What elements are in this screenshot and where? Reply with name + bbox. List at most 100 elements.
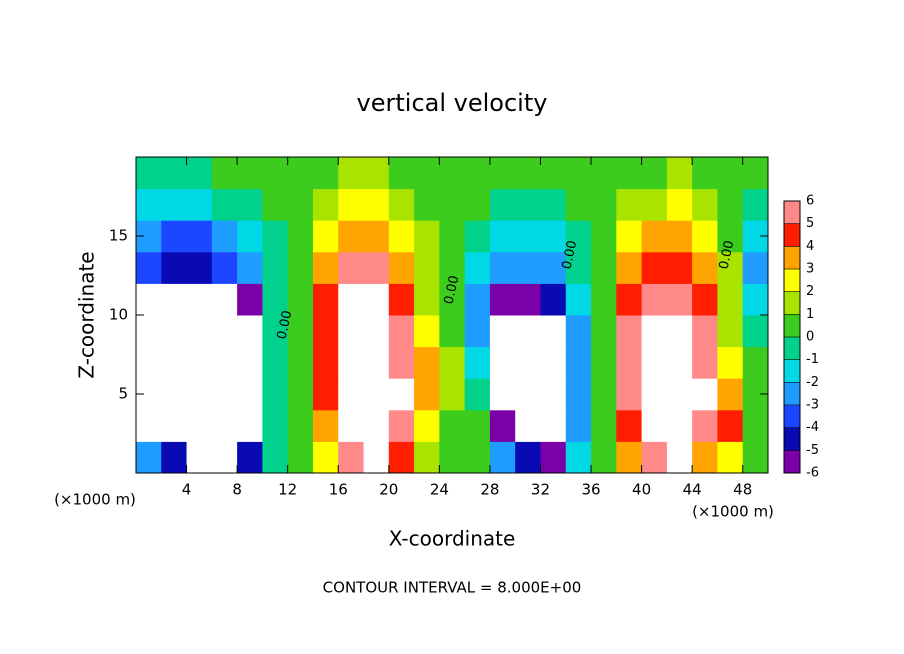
heatmap-cell: [515, 378, 541, 411]
heatmap-cell: [414, 441, 440, 474]
heatmap-cell: [439, 220, 466, 253]
heatmap-cell: [161, 441, 188, 474]
heatmap-cell: [540, 220, 567, 253]
colorbar-swatch: [784, 405, 800, 428]
heatmap-cell: [692, 346, 718, 379]
heatmap-cell: [666, 188, 693, 221]
heatmap-cell: [136, 157, 162, 190]
heatmap-cell: [161, 346, 188, 379]
heatmap-cell: [363, 378, 390, 411]
heatmap-cell: [262, 409, 289, 442]
contour-label: 0.00: [717, 239, 738, 270]
heatmap-cell: [515, 346, 541, 379]
heatmap-cell: [641, 315, 668, 348]
heatmap-cell: [692, 441, 718, 474]
heatmap-cell: [641, 220, 668, 253]
heatmap-cell: [312, 157, 339, 190]
colorbar-tick-label: 5: [806, 216, 814, 231]
heatmap-cell: [717, 346, 744, 379]
heatmap-cell: [211, 251, 238, 284]
heatmap-cell: [692, 409, 718, 442]
heatmap-cell: [717, 157, 744, 190]
colorbar-tick-label: 4: [806, 239, 814, 254]
heatmap-cell: [692, 283, 718, 316]
x-tick-label: 24: [430, 481, 449, 499]
heatmap-cell: [363, 409, 390, 442]
heatmap-cell: [591, 188, 617, 221]
heatmap-cell: [262, 283, 289, 316]
heatmap-cell: [338, 409, 365, 442]
heatmap-cell: [565, 220, 592, 253]
heatmap-cell: [161, 251, 188, 284]
heatmap-cell: [363, 220, 390, 253]
heatmap-cell: [186, 251, 213, 284]
heatmap-cell: [515, 283, 541, 316]
heatmap-cell: [641, 251, 668, 284]
colorbar-swatch: [784, 269, 800, 292]
heatmap-cell: [591, 378, 617, 411]
heatmap-cell: [616, 157, 643, 190]
heatmap-cell: [515, 315, 541, 348]
heatmap-cell: [591, 441, 617, 474]
heatmap-cell: [287, 346, 314, 379]
heatmap-cell: [237, 251, 263, 284]
contour-label: 0.00: [560, 239, 581, 270]
heatmap-cell: [186, 220, 213, 253]
heatmap-cell: [414, 409, 440, 442]
heatmap-cell: [338, 378, 365, 411]
heatmap-cell: [186, 346, 213, 379]
heatmap-cell: [338, 220, 365, 253]
heatmap-cell: [363, 283, 390, 316]
heatmap-cell: [414, 251, 440, 284]
heatmap-cell: [692, 251, 718, 284]
contour-label: 0.00: [275, 309, 296, 340]
heatmap-cell: [312, 251, 339, 284]
heatmap-cell: [666, 283, 693, 316]
x-unit-label: (×1000 m): [54, 491, 136, 509]
heatmap-cell: [262, 378, 289, 411]
x-tick-label: 4: [182, 481, 192, 499]
heatmap-cell: [616, 378, 643, 411]
heatmap-cell: [161, 409, 188, 442]
heatmap-cell: [211, 441, 238, 474]
heatmap-cell: [136, 315, 162, 348]
heatmap-cell: [717, 188, 744, 221]
heatmap-cell: [338, 188, 365, 221]
heatmap-cell: [742, 251, 769, 284]
heatmap-cell: [616, 220, 643, 253]
colorbar-tick-label: -6: [806, 466, 819, 481]
heatmap-cell: [641, 378, 668, 411]
heatmap-cell: [338, 441, 365, 474]
heatmap-cell: [388, 378, 415, 411]
colorbar-tick-label: 0: [806, 330, 814, 345]
heatmap-cell: [211, 188, 238, 221]
colorbar-tick-label: -4: [806, 420, 819, 435]
heatmap-cell: [312, 378, 339, 411]
colorbar-tick-label: -2: [806, 375, 819, 390]
heatmap-cell: [515, 157, 541, 190]
heatmap-cell: [692, 378, 718, 411]
heatmap-cell: [338, 315, 365, 348]
heatmap-cell: [641, 409, 668, 442]
heatmap-cell: [262, 346, 289, 379]
heatmap-cell: [363, 157, 390, 190]
heatmap-cell: [414, 283, 440, 316]
heatmap-cell: [388, 346, 415, 379]
heatmap-cell: [388, 283, 415, 316]
heatmap-cell: [211, 378, 238, 411]
heatmap-cell: [515, 220, 541, 253]
heatmap-cell: [464, 220, 491, 253]
heatmap-cell: [464, 315, 491, 348]
heatmap-cell: [439, 283, 466, 316]
heatmap-cell: [565, 188, 592, 221]
heatmap-cell: [591, 346, 617, 379]
heatmap-cell: [312, 283, 339, 316]
heatmap-cell: [414, 315, 440, 348]
heatmap-cell: [666, 441, 693, 474]
heatmap-cell: [489, 441, 516, 474]
heatmap-cell: [136, 283, 162, 316]
x-tick-label: 8: [232, 481, 242, 499]
heatmap-cell: [464, 251, 491, 284]
heatmap-cell: [540, 283, 567, 316]
heatmap-cell: [464, 378, 491, 411]
